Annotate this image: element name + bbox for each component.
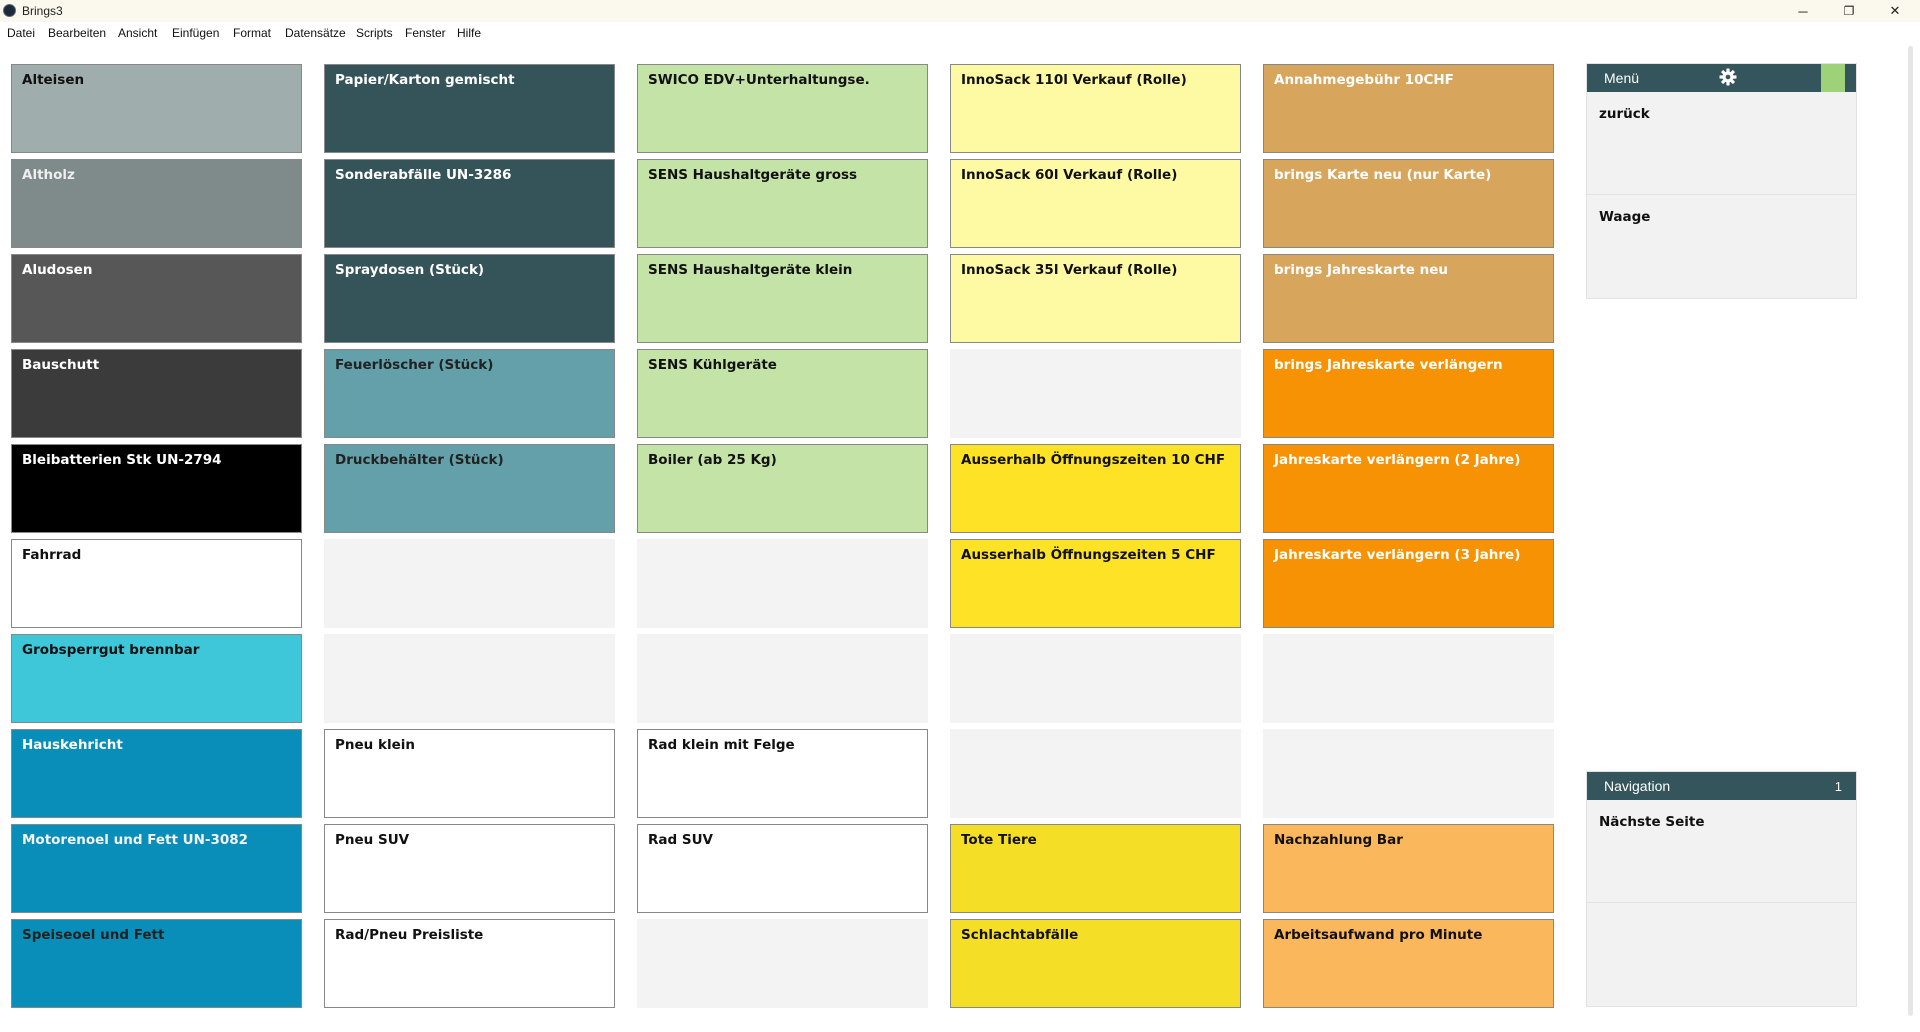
tile-button[interactable]: Arbeitsaufwand pro Minute — [1263, 919, 1554, 1008]
tile-button[interactable]: Aludosen — [11, 254, 302, 343]
minimize-button[interactable]: ─ — [1798, 3, 1808, 19]
tile-button[interactable]: Rad/Pneu Preisliste — [324, 919, 615, 1008]
menu-panel-title: Menü — [1604, 70, 1640, 86]
empty-tile — [950, 349, 1241, 438]
navigation-panel-title: Navigation — [1604, 778, 1671, 794]
scrollbar-thumb[interactable] — [1908, 46, 1913, 1016]
close-button[interactable]: ✕ — [1889, 3, 1901, 18]
menu-einfuegen[interactable]: Einfügen — [172, 26, 220, 40]
tile-button[interactable]: Bleibatterien Stk UN-2794 — [11, 444, 302, 533]
tile-button[interactable]: Nachzahlung Bar — [1263, 824, 1554, 913]
empty-tile — [950, 634, 1241, 723]
menu-bar: Datei Bearbeiten Ansicht Einfügen Format… — [0, 22, 1920, 44]
navigation-panel: Navigation 1 Nächste Seite — [1586, 771, 1857, 1007]
naechste-seite-button[interactable]: Nächste Seite — [1587, 800, 1856, 903]
status-indicator — [1821, 64, 1845, 92]
app-icon — [3, 4, 16, 17]
empty-tile — [950, 729, 1241, 818]
tile-button[interactable]: Speiseoel und Fett — [11, 919, 302, 1008]
empty-tile — [324, 539, 615, 628]
tile-button[interactable]: Rad SUV — [637, 824, 928, 913]
tile-button[interactable]: Sonderabfälle UN-3286 — [324, 159, 615, 248]
tile-button[interactable]: SENS Kühlgeräte — [637, 349, 928, 438]
tile-button[interactable]: Annahmegebühr 10CHF — [1263, 64, 1554, 153]
tile-button[interactable]: InnoSack 35l Verkauf (Rolle) — [950, 254, 1241, 343]
zurueck-button[interactable]: zurück — [1587, 92, 1856, 195]
tile-button[interactable]: brings Jahreskarte neu — [1263, 254, 1554, 343]
empty-tile — [637, 919, 928, 1008]
tile-button[interactable]: Boiler (ab 25 Kg) — [637, 444, 928, 533]
menu-datei[interactable]: Datei — [7, 26, 36, 40]
empty-tile — [637, 539, 928, 628]
tile-button[interactable]: Bauschutt — [11, 349, 302, 438]
navigation-empty-slot — [1587, 903, 1856, 1006]
menu-panel: Menü zurück Waage — [1586, 63, 1857, 299]
maximize-button[interactable]: ❐ — [1843, 4, 1855, 18]
menu-format[interactable]: Format — [233, 26, 272, 40]
empty-tile — [324, 634, 615, 723]
tile-button[interactable]: Tote Tiere — [950, 824, 1241, 913]
tile-button[interactable]: Schlachtabfälle — [950, 919, 1241, 1008]
menu-panel-header: Menü — [1587, 64, 1856, 92]
tile-button[interactable]: Druckbehälter (Stück) — [324, 444, 615, 533]
waage-button[interactable]: Waage — [1599, 209, 1651, 225]
title-bar: Brings3 ─ ❐ ✕ — [0, 0, 1920, 22]
tile-button[interactable]: Ausserhalb Öffnungszeiten 10 CHF — [950, 444, 1241, 533]
menu-datensaetze[interactable]: Datensätze — [285, 26, 346, 40]
menu-bearbeiten[interactable]: Bearbeiten — [48, 26, 107, 40]
tile-button[interactable]: Altholz — [11, 159, 302, 248]
navigation-panel-header: Navigation 1 — [1587, 772, 1856, 800]
tile-button[interactable]: Papier/Karton gemischt — [324, 64, 615, 153]
tile-button[interactable]: InnoSack 60l Verkauf (Rolle) — [950, 159, 1241, 248]
tile-button[interactable]: Fahrrad — [11, 539, 302, 628]
tile-button[interactable]: Feuerlöscher (Stück) — [324, 349, 615, 438]
gear-icon[interactable] — [1718, 67, 1738, 90]
empty-tile — [637, 634, 928, 723]
tile-button[interactable]: Hauskehricht — [11, 729, 302, 818]
page-number: 1 — [1834, 779, 1842, 794]
tile-button[interactable]: brings Karte neu (nur Karte) — [1263, 159, 1554, 248]
tile-button[interactable]: SWICO EDV+Unterhaltungse. — [637, 64, 928, 153]
tile-button[interactable]: Pneu SUV — [324, 824, 615, 913]
tile-button[interactable]: Ausserhalb Öffnungszeiten 5 CHF — [950, 539, 1241, 628]
tile-button[interactable]: Grobsperrgut brennbar — [11, 634, 302, 723]
tile-button[interactable]: brings Jahreskarte verlängern — [1263, 349, 1554, 438]
tile-button[interactable]: Jahreskarte verlängern (2 Jahre) — [1263, 444, 1554, 533]
menu-hilfe[interactable]: Hilfe — [457, 26, 482, 40]
menu-fenster[interactable]: Fenster — [405, 26, 446, 40]
tile-button[interactable]: Alteisen — [11, 64, 302, 153]
tile-button[interactable]: SENS Haushaltgeräte gross — [637, 159, 928, 248]
tile-button[interactable]: Pneu klein — [324, 729, 615, 818]
menu-scripts[interactable]: Scripts — [356, 26, 393, 40]
menu-ansicht[interactable]: Ansicht — [118, 26, 158, 40]
empty-tile — [1263, 634, 1554, 723]
tile-button[interactable]: InnoSack 110l Verkauf (Rolle) — [950, 64, 1241, 153]
tile-button[interactable]: Motorenoel und Fett UN-3082 — [11, 824, 302, 913]
empty-tile — [1263, 729, 1554, 818]
tile-button[interactable]: Jahreskarte verlängern (3 Jahre) — [1263, 539, 1554, 628]
tile-button[interactable]: Rad klein mit Felge — [637, 729, 928, 818]
tile-button[interactable]: SENS Haushaltgeräte klein — [637, 254, 928, 343]
window-title: Brings3 — [22, 4, 63, 18]
tile-button[interactable]: Spraydosen (Stück) — [324, 254, 615, 343]
